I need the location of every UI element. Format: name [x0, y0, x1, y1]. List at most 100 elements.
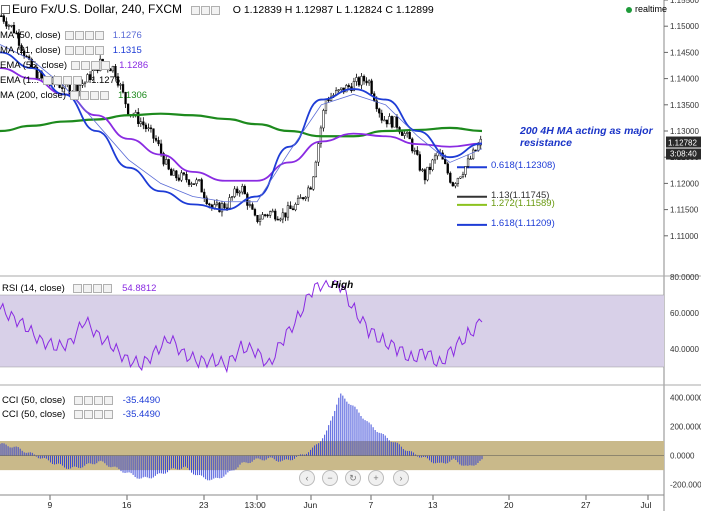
header-buttons[interactable]	[191, 3, 221, 17]
candle-up	[426, 166, 429, 181]
settings-icon[interactable]	[74, 30, 84, 40]
legend-item: EMA (55, close) 1.1286	[0, 60, 148, 71]
candle-down	[12, 24, 16, 34]
settings-icon[interactable]	[74, 45, 84, 55]
legend-buttons[interactable]	[71, 60, 111, 71]
price-tick-label: 1.12000	[670, 179, 699, 188]
rsi-name: RSI (14, close)	[2, 283, 65, 295]
cci-plot: 400.0000 200.0000 0.0000 -200.0000	[0, 393, 701, 490]
candle-down	[236, 188, 239, 194]
candle-down	[428, 166, 432, 171]
candle-up	[355, 77, 358, 82]
close-icon[interactable]	[84, 45, 94, 55]
add-icon[interactable]	[101, 60, 111, 70]
settings-icon[interactable]	[84, 409, 93, 419]
scroll-left-icon[interactable]: ‹	[299, 470, 315, 486]
settings-icon[interactable]	[80, 90, 89, 100]
candle-up	[281, 212, 284, 220]
candle-down	[152, 128, 155, 139]
ma-line-0	[0, 112, 483, 138]
add-icon[interactable]	[100, 90, 109, 100]
candle-up	[433, 155, 437, 161]
candle-up	[352, 81, 356, 92]
close-icon[interactable]	[94, 395, 103, 405]
scroll-right-icon[interactable]: ›	[393, 470, 409, 486]
time-axis: 9 16 23 13:00 Jun 7 13 20 27 Jul	[0, 494, 664, 510]
candle-up	[388, 116, 391, 125]
eye-icon[interactable]	[201, 6, 211, 16]
eye-icon[interactable]	[70, 90, 79, 100]
eye-icon[interactable]	[74, 409, 83, 419]
price-tick-label: 1.13000	[670, 127, 699, 136]
legend-buttons[interactable]	[43, 75, 83, 86]
add-icon[interactable]	[73, 75, 83, 85]
legend-buttons[interactable]	[64, 30, 105, 41]
legend-item: MA (50, close) 1.1276	[0, 30, 142, 41]
eye-icon[interactable]	[71, 60, 81, 70]
time-tick-label: 20	[504, 500, 514, 510]
candle-up	[307, 187, 310, 198]
time-tick-label: 7	[369, 500, 374, 510]
candle-up	[304, 196, 307, 200]
high-label: High	[331, 280, 354, 291]
candle-down	[177, 177, 180, 181]
collapse-icon[interactable]	[1, 5, 10, 15]
cci-buttons-2[interactable]	[74, 409, 114, 420]
realtime-label: realtime	[635, 4, 668, 14]
eye-icon[interactable]	[43, 75, 53, 85]
eye-icon[interactable]	[73, 283, 83, 293]
settings-icon[interactable]	[83, 283, 93, 293]
close-icon[interactable]	[93, 283, 103, 293]
close-icon[interactable]	[94, 409, 103, 419]
settings-icon[interactable]	[53, 75, 63, 85]
legend-buttons[interactable]	[70, 90, 110, 101]
add-icon[interactable]	[94, 30, 104, 40]
cci-value-2: -35.4490	[122, 409, 161, 421]
candle-down	[205, 197, 208, 205]
eye-icon[interactable]	[64, 30, 74, 40]
candle-down	[170, 168, 173, 176]
eye-icon[interactable]	[74, 395, 83, 405]
close-icon[interactable]	[90, 90, 99, 100]
candle-up	[406, 132, 409, 134]
reset-icon[interactable]: ↻	[345, 470, 361, 486]
candle-down	[192, 183, 196, 185]
candle-up	[165, 159, 168, 165]
legend-label: MA (21, close)	[0, 45, 61, 57]
close-icon[interactable]	[63, 75, 73, 85]
close-icon[interactable]	[211, 6, 221, 16]
zoom-in-icon[interactable]: +	[368, 470, 384, 486]
settings-icon[interactable]	[191, 6, 201, 16]
add-icon[interactable]	[104, 395, 113, 405]
time-tick-label: 13	[428, 500, 438, 510]
legend-value: 1.1276	[91, 75, 121, 87]
close-icon[interactable]	[91, 60, 101, 70]
candle-down	[121, 84, 125, 93]
candle-down	[289, 205, 292, 209]
time-tick-label: 9	[48, 500, 53, 510]
candle-up	[413, 150, 416, 152]
legend-buttons[interactable]	[64, 45, 105, 56]
candle-down	[114, 65, 117, 77]
candle-up	[299, 197, 302, 199]
zoom-out-icon[interactable]: −	[322, 470, 338, 486]
settings-icon[interactable]	[81, 60, 91, 70]
candle-up	[233, 188, 236, 197]
cci-buttons-1[interactable]	[74, 395, 114, 406]
eye-icon[interactable]	[64, 45, 74, 55]
candle-down	[175, 170, 178, 179]
timer-tag	[666, 148, 701, 160]
cci-tick-label: 0.0000	[670, 452, 695, 461]
add-icon[interactable]	[94, 45, 104, 55]
candle-down	[263, 214, 267, 216]
fib-level-label: 1.13(1.11745)	[491, 189, 550, 201]
settings-icon[interactable]	[84, 395, 93, 405]
close-icon[interactable]	[84, 30, 94, 40]
rsi-buttons[interactable]	[73, 283, 113, 294]
candle-up	[190, 183, 193, 185]
add-icon[interactable]	[104, 409, 113, 419]
add-icon[interactable]	[103, 283, 113, 293]
candle-down	[126, 103, 130, 115]
